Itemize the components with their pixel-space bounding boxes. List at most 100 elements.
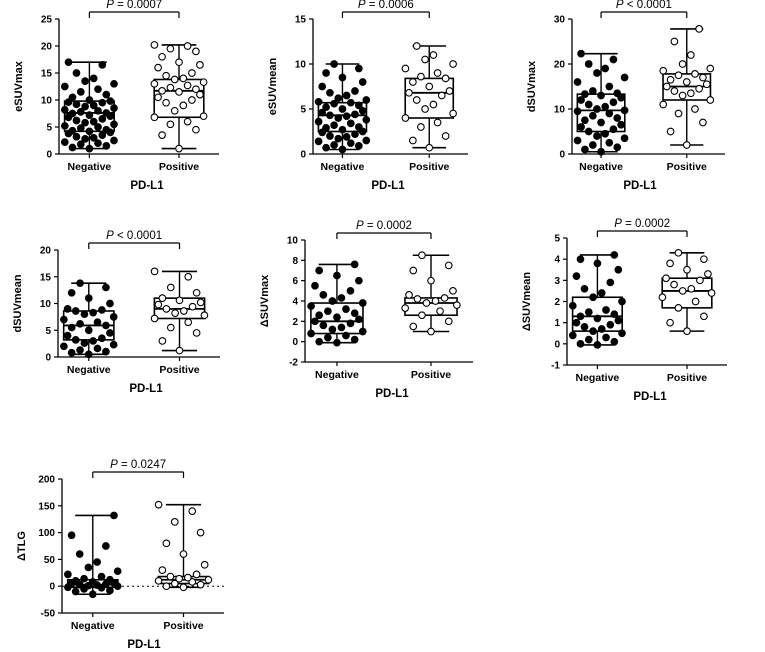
data-point bbox=[330, 121, 338, 130]
data-point bbox=[593, 132, 601, 140]
p-value-label: P = 0.0002 bbox=[614, 218, 670, 230]
data-point bbox=[576, 255, 585, 264]
data-point bbox=[318, 108, 327, 117]
data-point bbox=[354, 142, 363, 150]
data-point bbox=[687, 89, 695, 98]
data-point bbox=[606, 278, 615, 287]
data-point bbox=[150, 267, 159, 276]
data-point bbox=[175, 346, 184, 355]
data-point bbox=[573, 136, 582, 145]
data-point bbox=[106, 97, 115, 105]
y-tick-label: -1 bbox=[551, 361, 560, 372]
x-axis-title: PD-L1 bbox=[375, 388, 409, 400]
data-point bbox=[449, 109, 457, 118]
data-point bbox=[63, 331, 72, 340]
data-point bbox=[166, 83, 175, 92]
data-point bbox=[577, 123, 585, 131]
y-axis-title: dSUVmean bbox=[12, 274, 24, 332]
data-point bbox=[322, 103, 330, 112]
data-point bbox=[322, 143, 330, 152]
data-point bbox=[89, 74, 98, 83]
data-point bbox=[338, 145, 347, 154]
y-tick-label: 25 bbox=[41, 15, 53, 26]
data-point bbox=[413, 295, 422, 303]
data-point bbox=[573, 107, 582, 116]
data-point bbox=[588, 111, 597, 120]
y-tick-label: 10 bbox=[287, 236, 299, 247]
data-point bbox=[188, 507, 197, 516]
data-point bbox=[150, 113, 159, 122]
data-point bbox=[60, 105, 69, 114]
data-point bbox=[593, 69, 601, 77]
data-point bbox=[314, 117, 323, 126]
data-point bbox=[76, 140, 85, 149]
data-point bbox=[170, 75, 179, 84]
data-point bbox=[405, 291, 413, 299]
data-point bbox=[662, 82, 671, 91]
data-point bbox=[102, 142, 111, 150]
data-point bbox=[109, 340, 118, 349]
data-point bbox=[614, 265, 623, 274]
data-point bbox=[699, 118, 707, 127]
data-point bbox=[311, 317, 319, 326]
data-point bbox=[589, 327, 597, 335]
data-point bbox=[183, 117, 192, 126]
data-point bbox=[106, 586, 114, 595]
data-point bbox=[334, 94, 343, 103]
data-point bbox=[433, 118, 442, 127]
data-point bbox=[170, 106, 179, 115]
data-point bbox=[102, 90, 111, 99]
data-point bbox=[76, 108, 85, 116]
data-point bbox=[150, 41, 159, 49]
y-tick-label: 10 bbox=[295, 60, 307, 71]
series-negative bbox=[60, 279, 118, 359]
data-point bbox=[614, 316, 623, 325]
data-point bbox=[162, 305, 171, 313]
data-point bbox=[154, 93, 162, 102]
y-tick-label: 20 bbox=[554, 60, 566, 71]
data-point bbox=[584, 60, 593, 68]
data-point bbox=[405, 88, 413, 97]
y-tick-label: 0 bbox=[554, 339, 560, 350]
data-point bbox=[80, 310, 89, 319]
data-point bbox=[326, 132, 334, 140]
data-point bbox=[425, 143, 434, 152]
data-point bbox=[613, 89, 622, 98]
data-point bbox=[610, 310, 619, 319]
data-point bbox=[154, 300, 163, 309]
data-point bbox=[449, 60, 457, 68]
data-point bbox=[433, 69, 442, 77]
data-point bbox=[71, 307, 80, 315]
x-tick-label: Negative bbox=[576, 372, 620, 384]
data-point bbox=[605, 138, 614, 147]
data-point bbox=[577, 96, 585, 104]
y-tick-label: 150 bbox=[38, 501, 55, 512]
data-point bbox=[71, 336, 80, 344]
data-point bbox=[76, 279, 84, 288]
data-point bbox=[158, 566, 167, 574]
data-point bbox=[192, 288, 201, 297]
y-tick-label: 0 bbox=[292, 337, 298, 348]
data-point bbox=[350, 309, 359, 318]
data-point bbox=[89, 101, 98, 110]
data-point bbox=[670, 37, 679, 46]
x-tick-label: Positive bbox=[163, 620, 203, 632]
p-value-symbol: P bbox=[614, 218, 622, 230]
data-point bbox=[68, 93, 77, 102]
data-point bbox=[307, 329, 315, 338]
y-tick-label: 1 bbox=[554, 318, 560, 329]
data-point bbox=[84, 294, 93, 303]
y-axis-title: ΔSUVmax bbox=[259, 274, 271, 327]
data-point bbox=[662, 274, 670, 283]
p-value-text: < 0.0001 bbox=[114, 230, 162, 242]
data-point bbox=[196, 298, 205, 307]
data-point bbox=[346, 98, 355, 107]
y-axis-title: ΔSUVmean bbox=[521, 272, 533, 332]
data-point bbox=[330, 99, 338, 108]
data-point bbox=[85, 111, 94, 119]
data-point bbox=[97, 572, 106, 581]
data-point bbox=[417, 123, 425, 131]
